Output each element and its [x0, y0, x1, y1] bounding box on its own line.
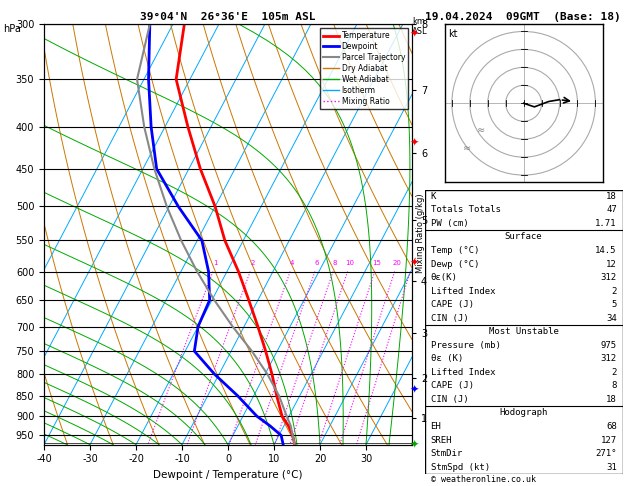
Text: ✦: ✦ [409, 385, 418, 395]
Text: SREH: SREH [430, 435, 452, 445]
Text: Surface: Surface [505, 232, 542, 242]
Text: 1: 1 [213, 260, 218, 265]
Text: 8: 8 [611, 382, 617, 390]
Text: ✦: ✦ [409, 440, 418, 450]
Text: θε (K): θε (K) [430, 354, 463, 363]
Text: 8: 8 [333, 260, 337, 265]
Text: CIN (J): CIN (J) [430, 395, 468, 404]
Text: © weatheronline.co.uk: © weatheronline.co.uk [431, 474, 536, 484]
Text: Most Unstable: Most Unstable [489, 327, 559, 336]
Text: Dewp (°C): Dewp (°C) [430, 260, 479, 268]
X-axis label: Dewpoint / Temperature (°C): Dewpoint / Temperature (°C) [153, 470, 303, 480]
Text: 18: 18 [606, 192, 617, 201]
Text: $\approx$: $\approx$ [475, 124, 486, 134]
Text: PW (cm): PW (cm) [430, 219, 468, 228]
Text: 6: 6 [314, 260, 320, 265]
Text: CAPE (J): CAPE (J) [430, 300, 474, 309]
Text: 20: 20 [392, 260, 401, 265]
Text: 271°: 271° [595, 449, 617, 458]
Text: Pressure (mb): Pressure (mb) [430, 341, 501, 350]
Text: Hodograph: Hodograph [499, 408, 548, 417]
Text: 18: 18 [606, 395, 617, 404]
Text: 10: 10 [345, 260, 354, 265]
Text: 68: 68 [606, 422, 617, 431]
Title: 39°04'N  26°36'E  105m ASL: 39°04'N 26°36'E 105m ASL [140, 12, 316, 22]
Text: StmSpd (kt): StmSpd (kt) [430, 463, 489, 471]
Text: Totals Totals: Totals Totals [430, 206, 501, 214]
Text: 14.5: 14.5 [595, 246, 617, 255]
Text: ✦: ✦ [409, 29, 418, 38]
Text: 2: 2 [611, 287, 617, 295]
Text: ✦: ✦ [409, 138, 418, 147]
Text: 4: 4 [290, 260, 294, 265]
Text: θε(K): θε(K) [430, 273, 457, 282]
Text: 1.71: 1.71 [595, 219, 617, 228]
Text: 312: 312 [601, 354, 617, 363]
Text: 127: 127 [601, 435, 617, 445]
Text: StmDir: StmDir [430, 449, 463, 458]
Text: kt: kt [448, 29, 457, 39]
Legend: Temperature, Dewpoint, Parcel Trajectory, Dry Adiabat, Wet Adiabat, Isotherm, Mi: Temperature, Dewpoint, Parcel Trajectory… [320, 28, 408, 109]
Text: EH: EH [430, 422, 442, 431]
Text: Lifted Index: Lifted Index [430, 287, 495, 295]
Text: ✦: ✦ [409, 258, 418, 267]
Text: Temp (°C): Temp (°C) [430, 246, 479, 255]
Text: hPa: hPa [3, 24, 21, 35]
Text: 975: 975 [601, 341, 617, 350]
Text: 34: 34 [606, 313, 617, 323]
Text: 312: 312 [601, 273, 617, 282]
Text: 15: 15 [372, 260, 381, 265]
Text: 31: 31 [606, 463, 617, 471]
Text: Mixing Ratio (g/kg): Mixing Ratio (g/kg) [416, 193, 425, 273]
Text: 12: 12 [606, 260, 617, 268]
Text: $\approx$: $\approx$ [460, 142, 472, 152]
Text: 2: 2 [611, 368, 617, 377]
Text: Lifted Index: Lifted Index [430, 368, 495, 377]
Text: 2: 2 [250, 260, 255, 265]
Text: CAPE (J): CAPE (J) [430, 382, 474, 390]
Text: km
ASL: km ASL [412, 17, 428, 36]
Text: 19.04.2024  09GMT  (Base: 18): 19.04.2024 09GMT (Base: 18) [425, 12, 620, 22]
Text: 47: 47 [606, 206, 617, 214]
Text: K: K [430, 192, 436, 201]
Text: 5: 5 [611, 300, 617, 309]
Text: CIN (J): CIN (J) [430, 313, 468, 323]
